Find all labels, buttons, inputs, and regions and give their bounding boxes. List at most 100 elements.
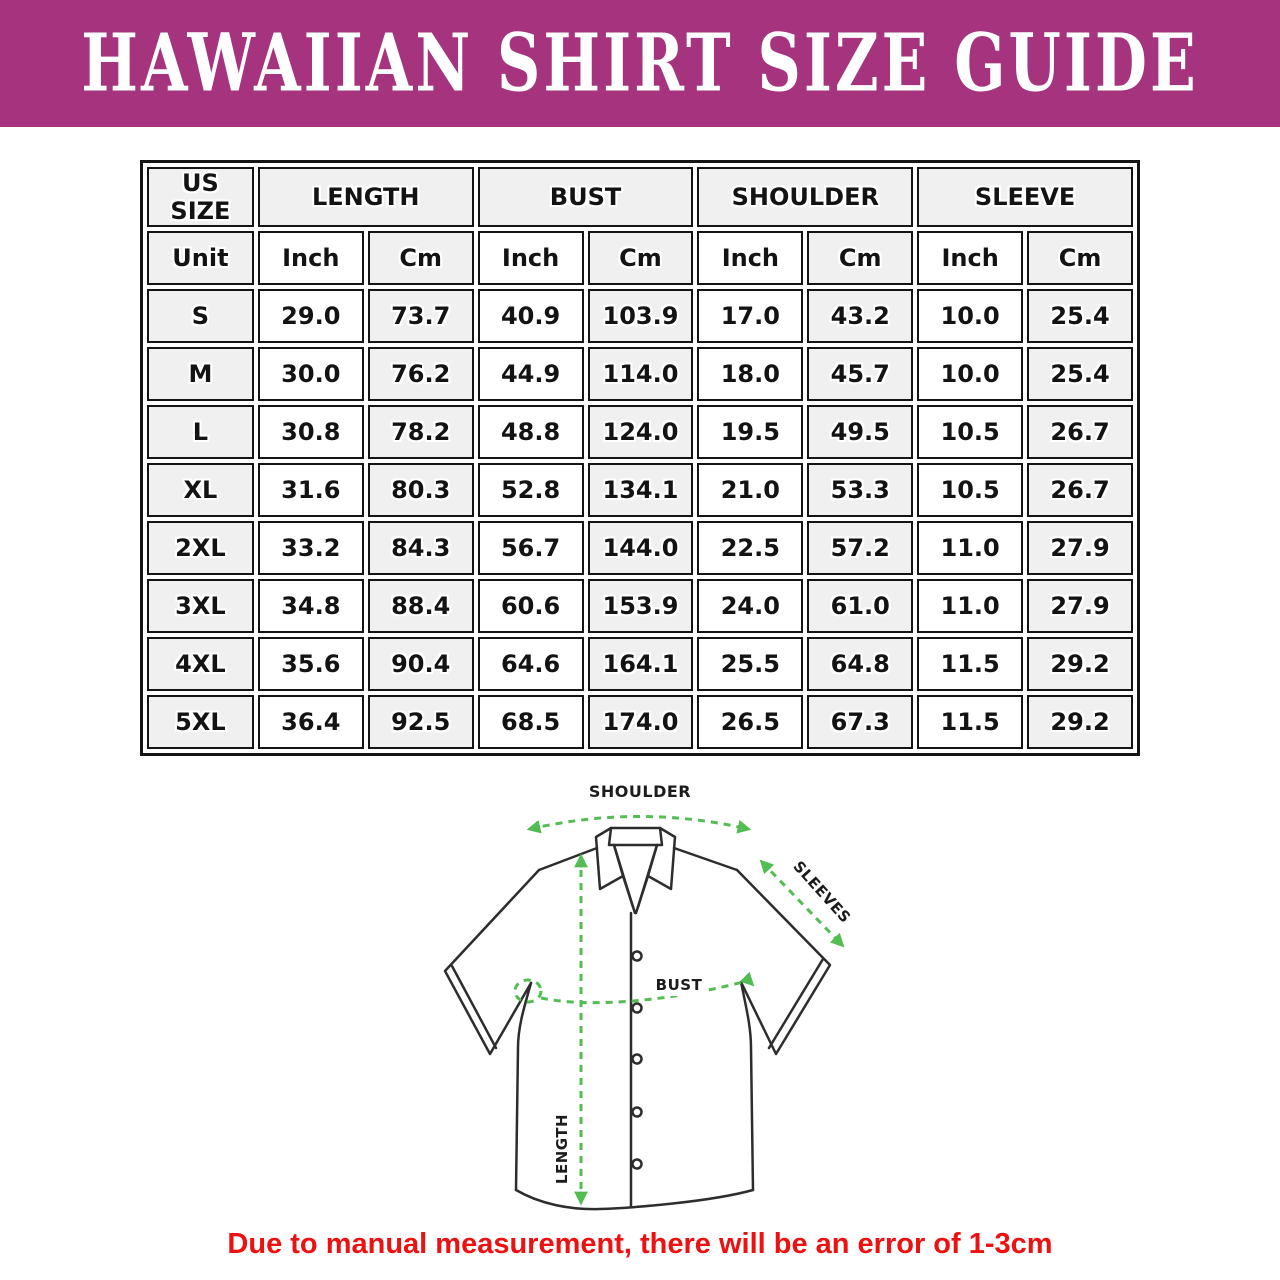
unit-cell: Cm <box>807 231 914 285</box>
bust-arrow-loop <box>513 978 543 1004</box>
measurement-arrows <box>513 815 845 1206</box>
header-sleeve: SLEEVE <box>917 167 1133 227</box>
shirt-neck-opening <box>612 843 659 909</box>
header-length: LENGTH <box>257 167 474 227</box>
shoulder-label: SHOULDER <box>589 782 691 801</box>
value-cell: 30.0 <box>257 347 364 401</box>
size-label: 2XL <box>147 521 254 575</box>
value-cell: 11.5 <box>917 695 1024 749</box>
size-label: S <box>147 289 254 343</box>
value-cell: 43.2 <box>807 289 914 343</box>
value-cell: 26.7 <box>1027 463 1133 517</box>
value-cell: 92.5 <box>367 695 474 749</box>
value-cell: 88.4 <box>367 579 474 633</box>
value-cell: 10.0 <box>917 289 1024 343</box>
header-us-size: US SIZE <box>147 167 254 227</box>
value-cell: 11.5 <box>917 637 1024 691</box>
size-label: XL <box>147 463 254 517</box>
value-cell: 21.0 <box>697 463 804 517</box>
value-cell: 29.2 <box>1027 695 1133 749</box>
bust-label-bg <box>652 971 706 996</box>
shirt-outline <box>443 826 832 1211</box>
value-cell: 64.8 <box>807 637 914 691</box>
value-cell: 27.9 <box>1027 579 1133 633</box>
value-cell: 103.9 <box>587 289 694 343</box>
value-cell: 34.8 <box>257 579 364 633</box>
value-cell: 60.6 <box>477 579 584 633</box>
unit-cell: Inch <box>697 231 804 285</box>
shoulder-arrow <box>526 815 752 834</box>
shirt-cuff-left <box>450 964 498 1050</box>
table-row-3xl: 3XL 34.8 88.4 60.6 153.9 24.0 61.0 11.0 … <box>147 579 1133 633</box>
page-title: HAWAIIAN SHIRT SIZE GUIDE <box>81 17 1199 110</box>
length-label: LENGTH <box>553 1114 571 1184</box>
unit-cell: Unit <box>147 231 254 285</box>
value-cell: 35.6 <box>257 637 364 691</box>
value-cell: 53.3 <box>807 463 914 517</box>
shirt-collar-band <box>607 826 664 847</box>
table-row-4xl: 4XL 35.6 90.4 64.6 164.1 25.5 64.8 11.5 … <box>147 637 1133 691</box>
table-row-s: S 29.0 73.7 40.9 103.9 17.0 43.2 10.0 25… <box>147 289 1133 343</box>
sleeves-arrow <box>759 859 845 948</box>
size-label: 4XL <box>147 637 254 691</box>
value-cell: 22.5 <box>697 521 804 575</box>
value-cell: 26.7 <box>1027 405 1133 459</box>
value-cell: 30.8 <box>257 405 364 459</box>
shirt-side-right <box>739 980 755 1192</box>
value-cell: 17.0 <box>697 289 804 343</box>
shirt-cuff-right <box>767 957 825 1050</box>
size-label: 3XL <box>147 579 254 633</box>
value-cell: 78.2 <box>367 405 474 459</box>
size-label: L <box>147 405 254 459</box>
value-cell: 10.5 <box>917 405 1024 459</box>
shirt-side-left <box>514 981 533 1192</box>
value-cell: 114.0 <box>587 347 694 401</box>
shirt-sleeve-left <box>443 868 541 1056</box>
value-cell: 18.0 <box>697 347 804 401</box>
value-cell: 24.0 <box>697 579 804 633</box>
value-cell: 90.4 <box>367 637 474 691</box>
value-cell: 26.5 <box>697 695 804 749</box>
shirt-diagram-svg: SHOULDER SLEEVES BUST LENGTH <box>443 782 854 1211</box>
value-cell: 76.2 <box>367 347 474 401</box>
unit-cell: Inch <box>257 231 364 285</box>
unit-cell: Cm <box>367 231 474 285</box>
table-row-5xl: 5XL 36.4 92.5 68.5 174.0 26.5 67.3 11.5 … <box>147 695 1133 749</box>
value-cell: 27.9 <box>1027 521 1133 575</box>
unit-row: Unit Inch Cm Inch Cm Inch Cm Inch Cm <box>147 231 1133 285</box>
size-label: M <box>147 347 254 401</box>
value-cell: 29.0 <box>257 289 364 343</box>
shirt-button <box>631 1002 643 1014</box>
value-cell: 124.0 <box>587 405 694 459</box>
value-cell: 174.0 <box>587 695 694 749</box>
shirt-button <box>631 1158 643 1170</box>
size-chart-table: US SIZE LENGTH BUST SHOULDER SLEEVE Unit… <box>140 160 1140 756</box>
unit-cell: Cm <box>1027 231 1133 285</box>
value-cell: 144.0 <box>587 521 694 575</box>
shirt-button <box>631 950 643 962</box>
value-cell: 44.9 <box>477 347 584 401</box>
value-cell: 164.1 <box>587 637 694 691</box>
value-cell: 64.6 <box>477 637 584 691</box>
shirt-button <box>631 1053 643 1065</box>
value-cell: 57.2 <box>807 521 914 575</box>
value-cell: 36.4 <box>257 695 364 749</box>
value-cell: 61.0 <box>807 579 914 633</box>
value-cell: 10.0 <box>917 347 1024 401</box>
bust-label: BUST <box>656 976 703 994</box>
unit-cell: Cm <box>587 231 694 285</box>
value-cell: 10.5 <box>917 463 1024 517</box>
value-cell: 25.4 <box>1027 347 1133 401</box>
value-cell: 11.0 <box>917 521 1024 575</box>
table-row-2xl: 2XL 33.2 84.3 56.7 144.0 22.5 57.2 11.0 … <box>147 521 1133 575</box>
header-shoulder: SHOULDER <box>697 167 914 227</box>
value-cell: 80.3 <box>367 463 474 517</box>
value-cell: 11.0 <box>917 579 1024 633</box>
table-header-row: US SIZE LENGTH BUST SHOULDER SLEEVE <box>147 167 1133 227</box>
shirt-measurement-diagram: SHOULDER SLEEVES BUST LENGTH <box>390 766 890 1216</box>
value-cell: 25.5 <box>697 637 804 691</box>
value-cell: 31.6 <box>257 463 364 517</box>
value-cell: 49.5 <box>807 405 914 459</box>
value-cell: 67.3 <box>807 695 914 749</box>
